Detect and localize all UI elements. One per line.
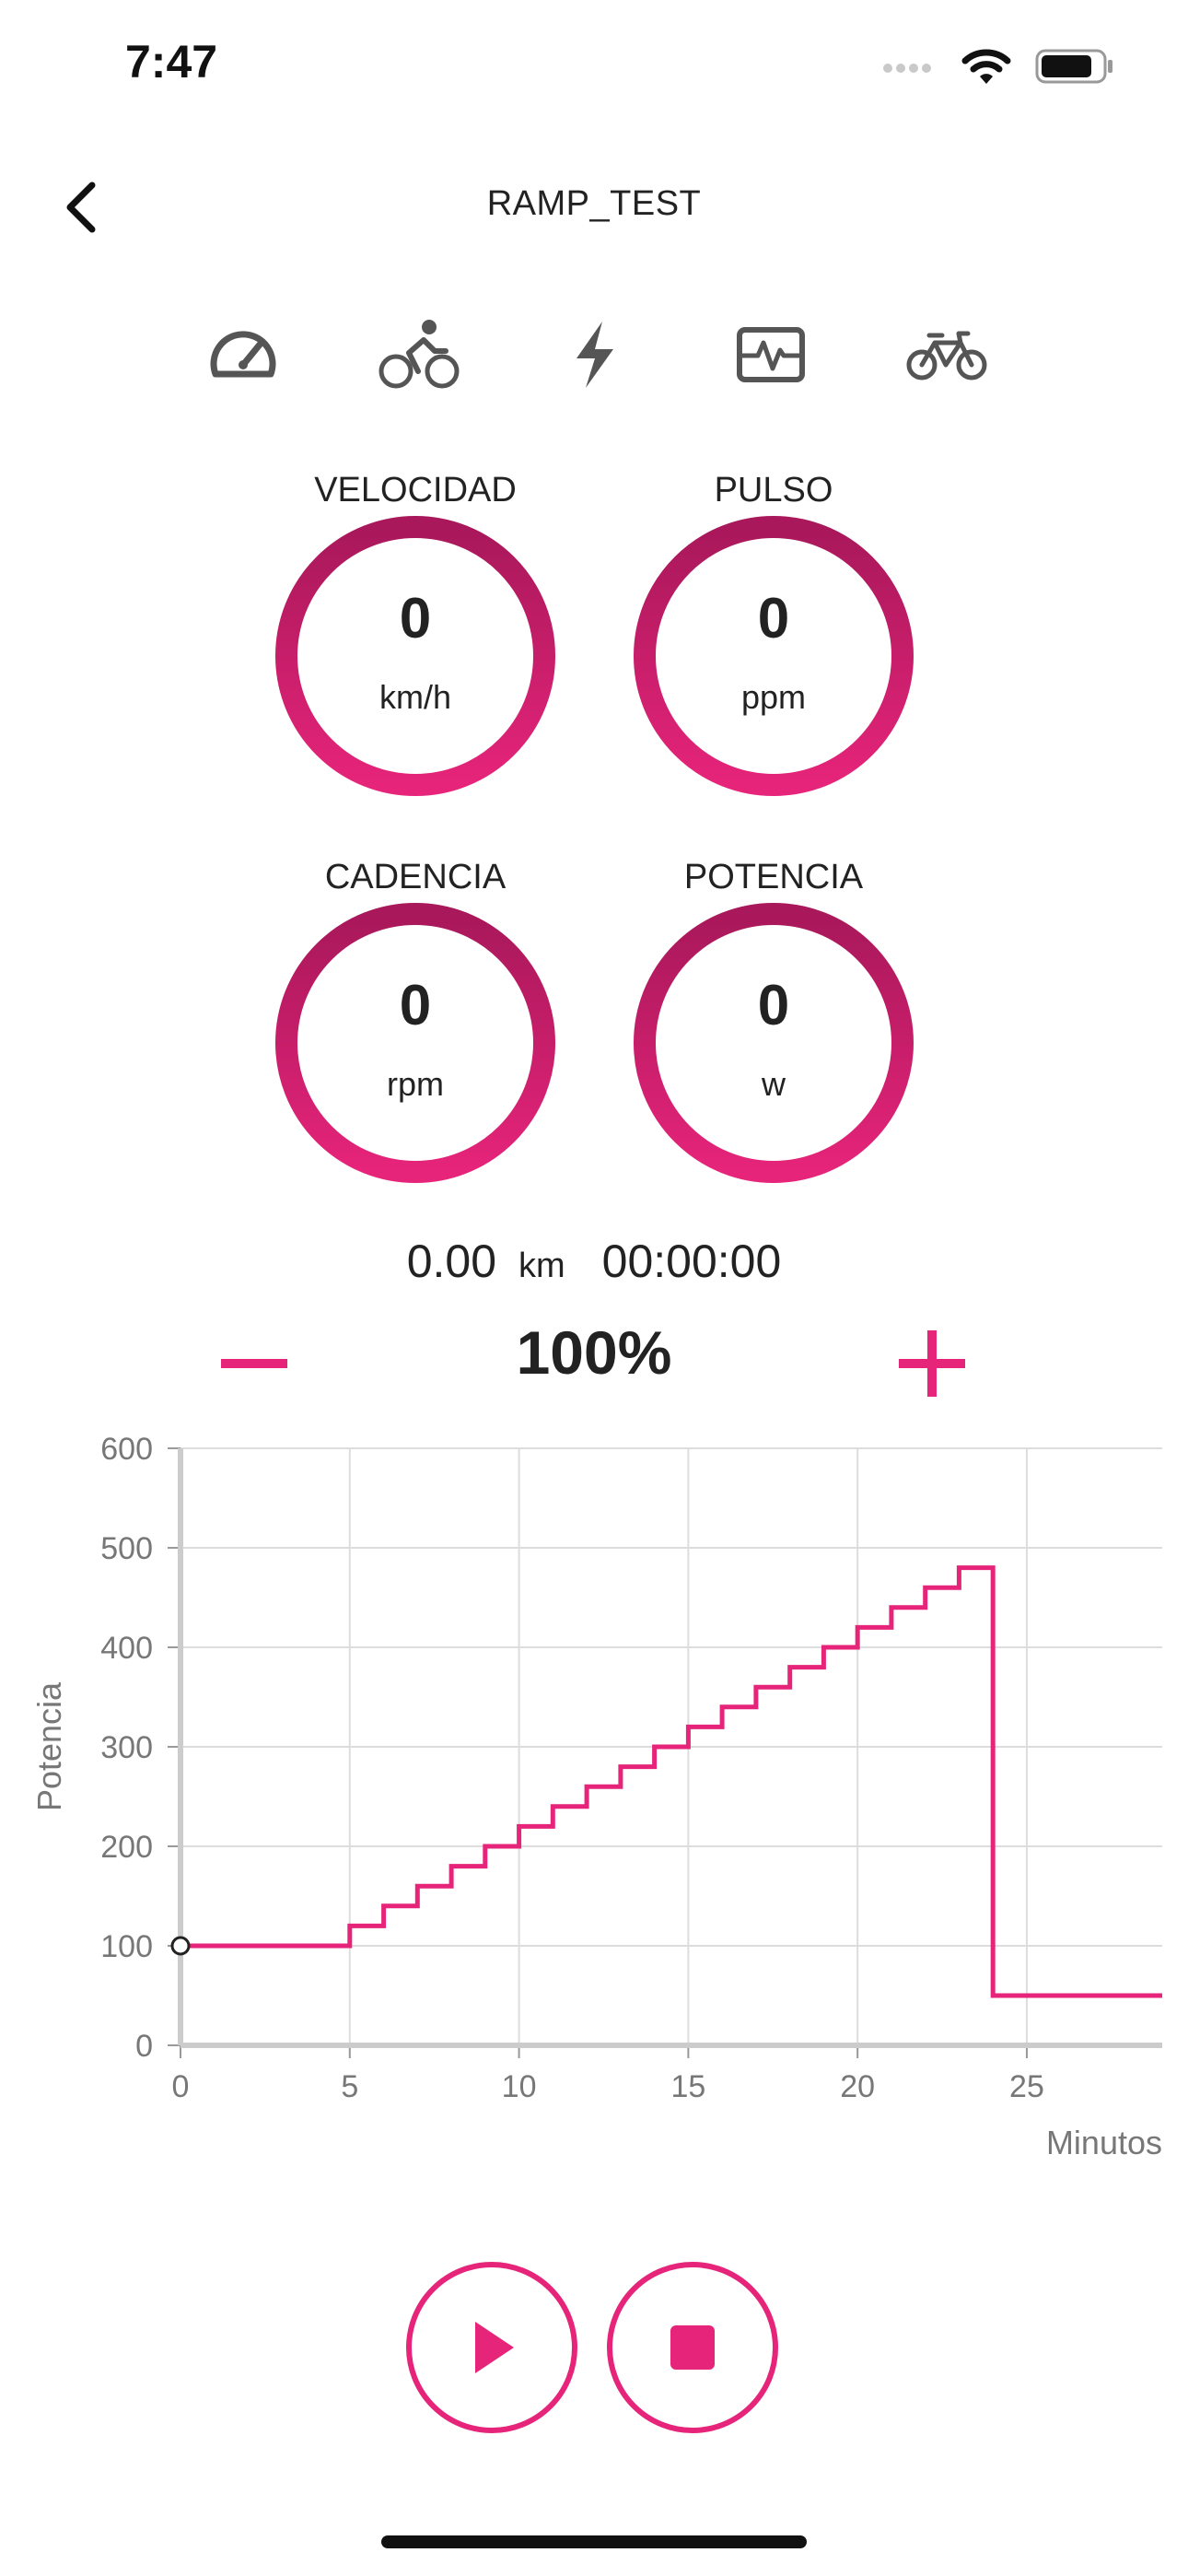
x-tick-label: 25 <box>1009 2069 1044 2104</box>
x-axis-label: Minutos <box>1046 2124 1162 2161</box>
chevron-left-icon <box>66 181 96 233</box>
gauge-value: 0 <box>399 587 432 650</box>
y-tick-label: 600 <box>100 1432 153 1467</box>
speedometer-icon <box>210 331 276 378</box>
plus-icon <box>899 1330 965 1397</box>
gauge-ring: 0 rpm <box>274 901 557 1185</box>
lightning-icon <box>577 322 613 388</box>
intensity-value: 100% <box>516 1318 672 1387</box>
minus-icon <box>221 1359 287 1368</box>
gauge-value: 0 <box>399 974 432 1037</box>
status-icons <box>882 46 1114 87</box>
y-tick-label: 200 <box>100 1830 153 1865</box>
summary-row: 0.00 km 00:00:00 <box>0 1235 1188 1288</box>
tab-bicycle[interactable] <box>903 313 991 396</box>
y-tick-label: 300 <box>100 1730 153 1765</box>
gauge-label: PULSO <box>714 471 833 509</box>
gauge-unit: km/h <box>379 678 451 716</box>
battery-icon <box>1035 49 1112 84</box>
distance-unit: km <box>518 1247 565 1285</box>
cyclist-icon <box>379 320 460 389</box>
wifi-icon <box>961 49 1011 84</box>
stop-icon <box>607 2262 778 2433</box>
y-tick-label: 400 <box>100 1631 153 1666</box>
decrease-intensity-button[interactable] <box>217 1327 291 1400</box>
tab-heart-rate[interactable] <box>727 313 815 396</box>
x-tick-label: 15 <box>670 2069 705 2104</box>
play-button[interactable] <box>405 2261 578 2434</box>
play-icon <box>406 2262 577 2433</box>
gauge-pulso: PULSO 0 ppm <box>626 466 921 798</box>
gauge-unit: ppm <box>740 678 807 716</box>
current-position-marker <box>170 1936 191 1956</box>
stop-button[interactable] <box>606 2261 779 2434</box>
tab-cyclist[interactable] <box>375 313 463 396</box>
distance-value: 0.00 <box>406 1235 497 1287</box>
home-indicator <box>381 2535 807 2548</box>
heart-rate-monitor-icon <box>737 327 805 382</box>
gauge-value: 0 <box>757 587 790 650</box>
back-button[interactable] <box>53 175 109 240</box>
gauge-label: POTENCIA <box>683 858 864 896</box>
gauge-unit: rpm <box>387 1065 444 1103</box>
gauge-label: CADENCIA <box>324 858 507 896</box>
x-tick-label: 0 <box>172 2069 190 2104</box>
gauge-cadencia: CADENCIA 0 rpm <box>268 853 563 1185</box>
signal-icon <box>883 64 931 73</box>
y-tick-label: 100 <box>100 1929 153 1964</box>
y-tick-label: 0 <box>135 2029 153 2064</box>
x-tick-label: 20 <box>840 2069 875 2104</box>
gauge-unit: w <box>762 1065 786 1103</box>
elapsed-time: 00:00:00 <box>601 1235 782 1287</box>
gauge-label: VELOCIDAD <box>314 471 517 509</box>
y-axis-label: Potencia <box>30 1681 68 1811</box>
tab-speedometer[interactable] <box>199 313 287 396</box>
gauge-ring: 0 km/h <box>274 514 557 798</box>
tab-power[interactable] <box>551 313 639 396</box>
mode-tabs <box>199 313 991 396</box>
gauge-potencia: POTENCIA 0 w <box>626 853 921 1185</box>
x-tick-label: 10 <box>502 2069 537 2104</box>
gauge-ring: 0 w <box>632 901 915 1185</box>
x-tick-label: 5 <box>341 2069 358 2104</box>
gauge-ring: 0 ppm <box>632 514 915 798</box>
y-tick-label: 500 <box>100 1531 153 1566</box>
gauge-value: 0 <box>757 974 790 1037</box>
bicycle-icon <box>906 331 987 381</box>
gauge-velocidad: VELOCIDAD 0 km/h <box>268 466 563 798</box>
status-time: 7:47 <box>125 36 218 88</box>
power-series-line <box>181 1565 1162 1998</box>
increase-intensity-button[interactable] <box>895 1327 969 1400</box>
page-title: RAMP_TEST <box>486 184 702 223</box>
